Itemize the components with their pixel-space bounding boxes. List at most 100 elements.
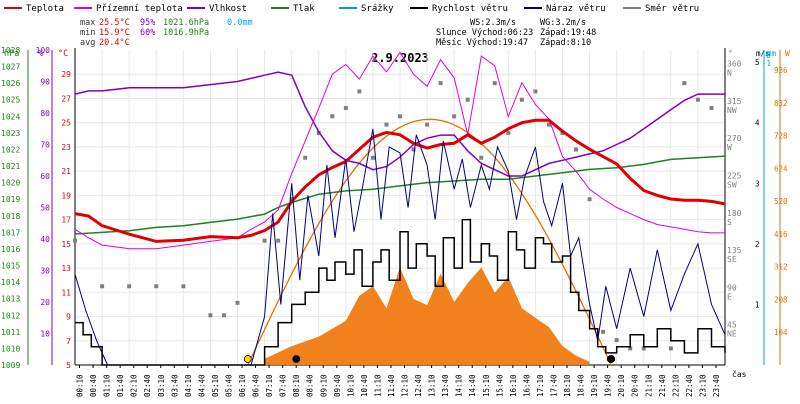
mm-tick-label: 0 xyxy=(766,51,771,60)
wind-direction-point xyxy=(330,114,335,119)
x-tick-label: 06:40 xyxy=(252,374,261,397)
temp-tick-label: 7 xyxy=(66,337,71,346)
wind-direction-point xyxy=(506,130,511,135)
stat-label: max xyxy=(80,18,95,28)
stat-temp: 20.4°C xyxy=(99,38,130,48)
hpa-tick-label: 1017 xyxy=(1,228,20,237)
ms-tick-label: 5 xyxy=(755,58,760,67)
temp-tick-label: 25 xyxy=(61,119,71,128)
wind-direction-point xyxy=(411,147,416,152)
x-tick-label: 11:10 xyxy=(373,374,382,397)
hpa-tick-label: 1011 xyxy=(1,328,20,337)
dir-tick-deg: 360 xyxy=(727,60,742,69)
w-tick-label: 208 xyxy=(774,295,788,304)
wind-direction-point xyxy=(235,300,240,305)
temp-tick-label: 5 xyxy=(66,361,71,370)
wind-direction-point xyxy=(479,155,484,160)
x-tick-label: 13:10 xyxy=(428,374,437,397)
pct-tick-label: 60 xyxy=(40,172,50,181)
x-tick-label: 21:40 xyxy=(658,374,667,397)
moonset-marker xyxy=(292,355,301,363)
dir-tick-label: SW xyxy=(727,180,737,189)
pct-tick-label: 40 xyxy=(40,235,50,244)
wind-direction-point xyxy=(709,106,714,111)
legend-label: Tlak xyxy=(293,4,315,14)
temp-tick-label: 9 xyxy=(66,313,71,322)
pct-tick-label: 100 xyxy=(36,46,51,55)
legend-label: Vlhkost xyxy=(209,4,247,14)
pct-tick-label: 80 xyxy=(40,109,50,118)
wind-speed-line xyxy=(75,218,726,366)
x-tick-label: 12:10 xyxy=(401,374,410,397)
x-tick-label: 18:40 xyxy=(577,374,586,397)
stat-label: min xyxy=(80,28,95,38)
hpa-tick-label: 1016 xyxy=(1,245,20,254)
temp-tick-label: 21 xyxy=(61,167,71,176)
x-tick-label: 00:40 xyxy=(89,374,98,397)
x-tick-label: 19:10 xyxy=(590,374,599,397)
x-tick-label: 23:40 xyxy=(712,374,721,397)
ms-tick-label: 2 xyxy=(755,240,760,249)
w-tick-label: 728 xyxy=(774,132,788,141)
hpa-tick-label: 1026 xyxy=(1,79,20,88)
x-tick-label: 07:40 xyxy=(279,374,288,397)
hpa-tick-label: 1010 xyxy=(1,344,20,353)
ms-tick-label: 3 xyxy=(755,179,760,188)
legend-label: Rychlost větru xyxy=(432,4,508,14)
hpa-axis-title: hPa xyxy=(4,49,19,59)
wind-direction-point xyxy=(601,329,606,334)
info-moon-set: Západ:8:10 xyxy=(540,38,591,48)
temp-tick-label: 15 xyxy=(61,240,71,249)
pct-tick-label: 50 xyxy=(40,204,50,213)
humidity-line xyxy=(74,71,725,177)
x-tick-label: 22:40 xyxy=(685,374,694,397)
x-tick-label: 14:10 xyxy=(455,374,464,397)
stat-temp: 15.9°C xyxy=(99,28,130,38)
legend-label: Náraz větru xyxy=(546,4,606,14)
x-tick-label: 15:10 xyxy=(482,374,491,397)
pct-tick-label: 70 xyxy=(40,141,50,150)
wind-direction-point xyxy=(668,346,673,351)
x-tick-label: 11:40 xyxy=(387,374,396,397)
dir-tick-deg: 90 xyxy=(727,283,737,292)
wind-direction-point xyxy=(221,313,226,318)
wind-direction-point xyxy=(73,238,77,243)
stat-humidity: 60% xyxy=(140,28,155,38)
dir-tick-label: SE xyxy=(727,255,737,264)
x-tick-label: 06:10 xyxy=(238,374,247,397)
wind-direction-point xyxy=(357,89,362,94)
stat-humidity: 95% xyxy=(140,18,155,28)
temp-tick-label: 29 xyxy=(61,70,71,79)
mm-axis-title: mm xyxy=(767,49,777,58)
hpa-tick-label: 1023 xyxy=(1,129,20,138)
temperature-line xyxy=(74,118,726,243)
hpa-tick-label: 1012 xyxy=(1,311,20,320)
w-tick-label: 520 xyxy=(774,197,788,206)
x-tick-label: 21:10 xyxy=(644,374,653,397)
wind-direction-point xyxy=(303,155,308,160)
x-tick-label: 16:40 xyxy=(522,374,531,397)
wind-direction-point xyxy=(425,122,430,127)
dir-tick-deg: 135 xyxy=(727,246,742,255)
x-tick-label: 15:40 xyxy=(495,374,504,397)
legend-label: Srážky xyxy=(361,4,394,14)
wind-direction-point xyxy=(208,313,213,318)
pct-tick-label: 90 xyxy=(40,78,50,87)
hpa-tick-label: 1020 xyxy=(1,179,20,188)
x-tick-label: 12:40 xyxy=(414,374,423,397)
hpa-tick-label: 1019 xyxy=(1,195,20,204)
x-tick-label: 09:10 xyxy=(319,374,328,397)
info-ws: WS:2.3m/s xyxy=(470,18,516,28)
x-tick-label: 23:10 xyxy=(698,374,707,397)
wind-gust-line xyxy=(74,128,726,366)
x-tick-label: 20:10 xyxy=(617,374,626,397)
pressure-line xyxy=(74,155,726,235)
w-tick-label: 624 xyxy=(774,164,788,173)
solar-measured-area xyxy=(264,267,590,365)
pct-tick-label: 30 xyxy=(40,267,50,276)
wind-direction-point xyxy=(370,155,375,160)
dir-tick-label: W xyxy=(727,143,732,152)
wind-direction-point xyxy=(181,284,186,289)
hpa-tick-label: 1025 xyxy=(1,96,20,105)
dir-axis-title: ° xyxy=(728,49,733,58)
